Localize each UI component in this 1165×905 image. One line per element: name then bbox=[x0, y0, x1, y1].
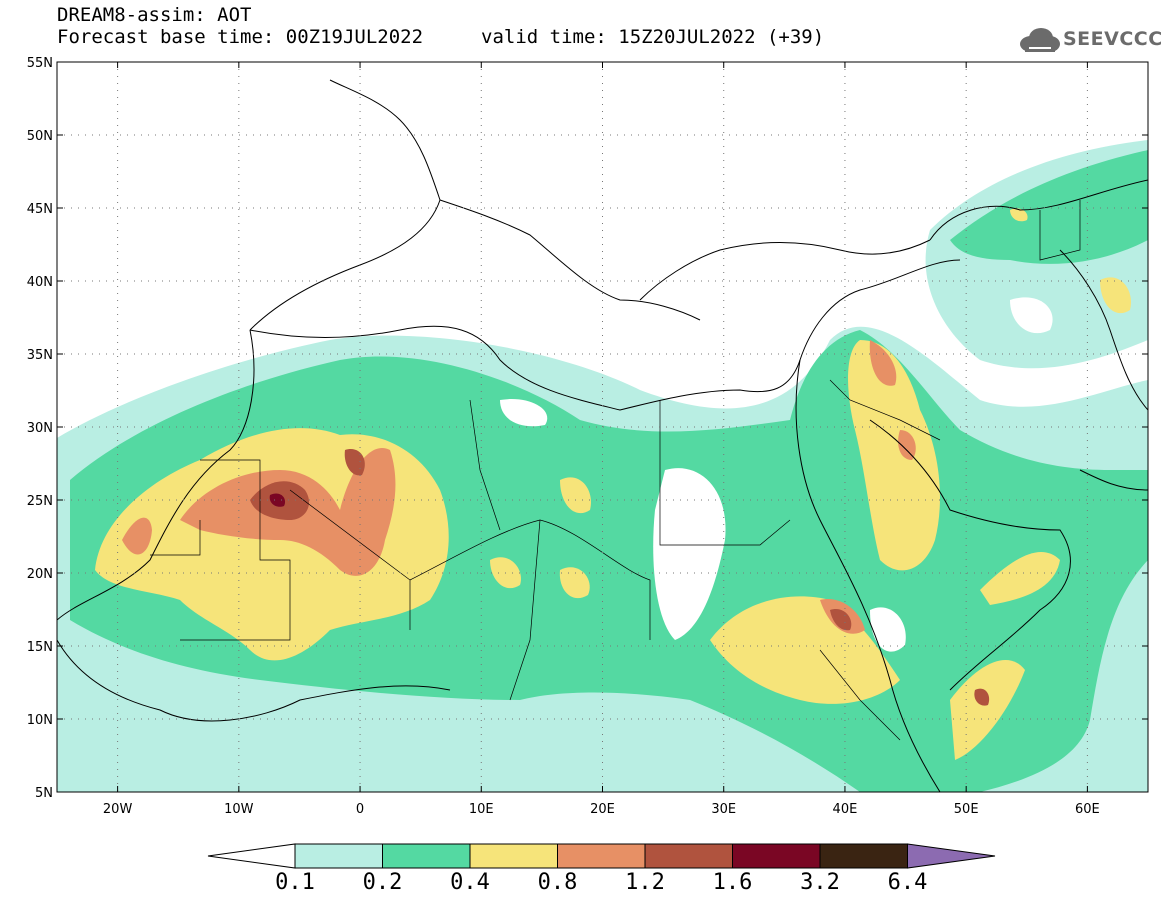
colorbar-box bbox=[294, 843, 383, 869]
lat-label: 25N bbox=[27, 494, 53, 509]
colorbar-label: 3.2 bbox=[800, 870, 840, 895]
borders bbox=[150, 200, 1081, 741]
axis-ticks bbox=[57, 61, 1148, 793]
forecast-base-time: Forecast base time: 00Z19JUL2022 bbox=[57, 26, 424, 48]
lat-label: 50N bbox=[27, 129, 53, 144]
coastlines bbox=[57, 79, 1148, 792]
lon-label: 10E bbox=[469, 802, 494, 817]
colorbar-max-arrow bbox=[907, 843, 996, 869]
graticule bbox=[57, 62, 1148, 792]
lon-label: 60E bbox=[1075, 802, 1100, 817]
colorbar-label: 1.6 bbox=[712, 870, 753, 895]
lat-label: 40N bbox=[27, 275, 53, 290]
longitude-labels: 20W 10W 0 10E 20E 30E 40E 50E 60E bbox=[103, 802, 1100, 817]
lon-label: 0 bbox=[356, 802, 364, 817]
colorbar-label: 6.4 bbox=[887, 870, 928, 895]
colorbar-label: 0.1 bbox=[275, 870, 315, 895]
logo-text: SEEVCCC bbox=[1063, 28, 1163, 50]
lat-label: 15N bbox=[27, 640, 53, 655]
lon-label: 40E bbox=[833, 802, 858, 817]
aot-field bbox=[57, 62, 1148, 792]
colorbar-box bbox=[732, 843, 821, 869]
lat-label: 5N bbox=[35, 786, 53, 801]
lon-label: 10W bbox=[224, 802, 254, 817]
lon-label: 30E bbox=[711, 802, 736, 817]
colorbar-box bbox=[469, 843, 558, 869]
lat-label: 10N bbox=[27, 713, 53, 728]
colorbar-label: 0.4 bbox=[450, 870, 490, 895]
lat-label: 55N bbox=[27, 56, 53, 71]
lon-label: 20E bbox=[590, 802, 615, 817]
colorbar bbox=[207, 843, 996, 869]
aot-low-areas bbox=[500, 297, 1053, 652]
lat-label: 45N bbox=[27, 202, 53, 217]
colorbar-box bbox=[644, 843, 733, 869]
colorbar-min-arrow bbox=[207, 843, 296, 869]
colorbar-box bbox=[382, 843, 471, 869]
seevccc-logo: SEEVCCC bbox=[1017, 22, 1162, 58]
map-title: DREAM8-assim: AOT bbox=[57, 4, 252, 26]
lat-label: 20N bbox=[27, 567, 53, 582]
colorbar-label: 0.2 bbox=[362, 870, 403, 895]
lon-label: 20W bbox=[103, 802, 133, 817]
lat-label: 30N bbox=[27, 421, 53, 436]
colorbar-box bbox=[557, 843, 646, 869]
colorbar-box bbox=[819, 843, 908, 869]
lat-label: 35N bbox=[27, 348, 53, 363]
colorbar-label: 0.8 bbox=[537, 870, 578, 895]
latitude-labels: 55N 50N 45N 40N 35N 30N 25N 20N 15N 10N 5N bbox=[27, 56, 53, 801]
lon-label: 50E bbox=[954, 802, 979, 817]
valid-time: valid time: 15Z20JUL2022 (+39) bbox=[481, 26, 825, 48]
cloud-icon bbox=[1020, 28, 1060, 52]
aot-contour-1.6 bbox=[269, 493, 286, 507]
colorbar-label: 1.2 bbox=[625, 870, 665, 895]
